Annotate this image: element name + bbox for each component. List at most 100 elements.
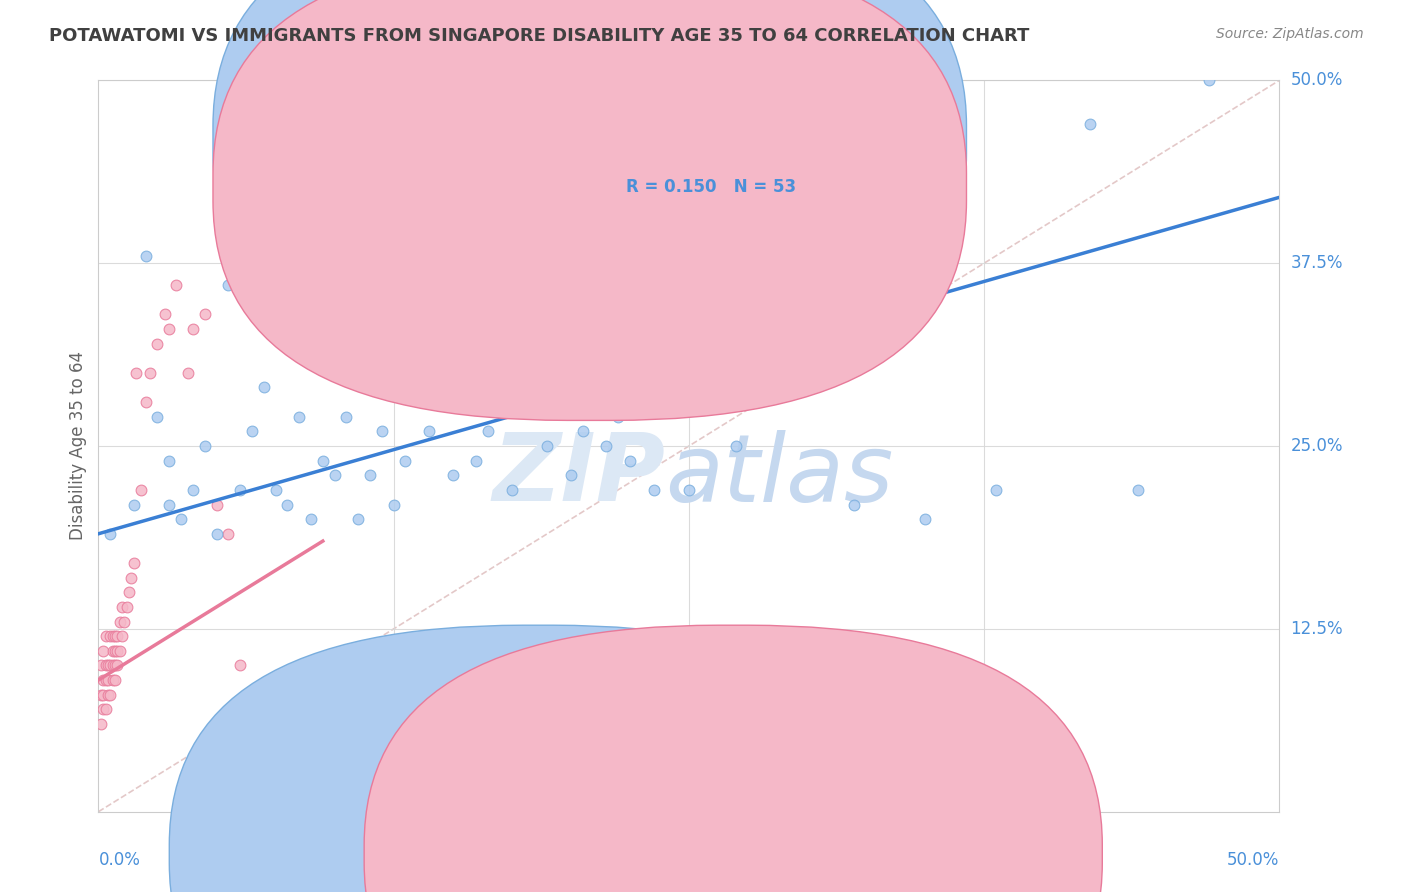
- FancyBboxPatch shape: [364, 625, 1102, 892]
- Point: [129, 483, 152, 497]
- Point: [118, 585, 141, 599]
- Point: [94, 702, 117, 716]
- Text: ZIP: ZIP: [492, 429, 665, 521]
- Text: 12.5%: 12.5%: [1291, 620, 1343, 638]
- Point: [394, 453, 416, 467]
- Point: [98, 658, 121, 673]
- Point: [229, 483, 252, 497]
- Text: POTAWATOMI VS IMMIGRANTS FROM SINGAPORE DISABILITY AGE 35 TO 64 CORRELATION CHAR: POTAWATOMI VS IMMIGRANTS FROM SINGAPORE …: [49, 27, 1029, 45]
- Point: [643, 483, 665, 497]
- Point: [101, 658, 124, 673]
- Point: [560, 468, 582, 483]
- Point: [299, 512, 322, 526]
- Point: [94, 629, 117, 643]
- Point: [536, 439, 558, 453]
- Text: R = 0.419   N = 48: R = 0.419 N = 48: [626, 130, 797, 149]
- Text: 25.0%: 25.0%: [1291, 437, 1343, 455]
- Text: 0.0%: 0.0%: [98, 851, 141, 869]
- Point: [165, 278, 187, 293]
- Point: [97, 688, 120, 702]
- Point: [111, 629, 134, 643]
- Point: [299, 688, 322, 702]
- Point: [170, 512, 193, 526]
- Point: [288, 409, 311, 424]
- Point: [135, 395, 157, 409]
- Point: [101, 629, 124, 643]
- Point: [312, 453, 335, 467]
- Point: [157, 453, 180, 467]
- Point: [94, 658, 117, 673]
- Point: [371, 425, 394, 439]
- Y-axis label: Disability Age 35 to 64: Disability Age 35 to 64: [69, 351, 87, 541]
- Point: [217, 278, 239, 293]
- Point: [619, 453, 641, 467]
- Point: [115, 599, 138, 614]
- Point: [101, 644, 124, 658]
- Point: [98, 688, 121, 702]
- FancyBboxPatch shape: [547, 110, 890, 234]
- Point: [139, 366, 162, 380]
- Point: [104, 673, 127, 687]
- Point: [157, 498, 180, 512]
- Point: [104, 629, 127, 643]
- Point: [335, 409, 357, 424]
- Point: [264, 673, 287, 687]
- Point: [111, 599, 134, 614]
- Point: [194, 439, 217, 453]
- Point: [177, 366, 200, 380]
- Point: [276, 498, 298, 512]
- Point: [121, 571, 143, 585]
- Point: [441, 468, 464, 483]
- Point: [181, 483, 204, 497]
- Text: 50.0%: 50.0%: [1227, 851, 1279, 869]
- Point: [418, 425, 440, 439]
- FancyBboxPatch shape: [212, 0, 966, 373]
- Point: [347, 512, 370, 526]
- Point: [181, 322, 204, 336]
- Point: [430, 366, 453, 380]
- Point: [108, 644, 131, 658]
- Point: [91, 688, 114, 702]
- Point: [229, 658, 252, 673]
- Point: [1080, 117, 1102, 131]
- Point: [748, 176, 770, 190]
- Point: [98, 629, 121, 643]
- Point: [844, 498, 866, 512]
- Point: [477, 425, 499, 439]
- Point: [104, 658, 127, 673]
- Point: [382, 498, 405, 512]
- Text: R = 0.150   N = 53: R = 0.150 N = 53: [626, 178, 796, 196]
- Text: 50.0%: 50.0%: [1291, 71, 1343, 89]
- Point: [105, 658, 128, 673]
- Point: [253, 380, 276, 394]
- FancyBboxPatch shape: [169, 625, 907, 892]
- Point: [914, 512, 936, 526]
- Point: [240, 425, 263, 439]
- Text: 37.5%: 37.5%: [1291, 254, 1343, 272]
- Point: [194, 307, 217, 321]
- Point: [1126, 483, 1149, 497]
- Point: [725, 439, 748, 453]
- Point: [465, 453, 488, 467]
- Point: [91, 673, 114, 687]
- Text: atlas: atlas: [665, 430, 894, 521]
- Point: [97, 658, 120, 673]
- Point: [101, 673, 124, 687]
- Point: [217, 526, 239, 541]
- Point: [105, 629, 128, 643]
- Point: [323, 468, 346, 483]
- Point: [571, 425, 593, 439]
- Point: [153, 307, 176, 321]
- Point: [122, 498, 145, 512]
- Point: [146, 336, 169, 351]
- Point: [125, 366, 148, 380]
- Point: [94, 673, 117, 687]
- Point: [595, 439, 617, 453]
- Point: [122, 556, 145, 570]
- Point: [678, 483, 700, 497]
- Text: Immigrants from Singapore: Immigrants from Singapore: [756, 845, 984, 863]
- Point: [359, 468, 381, 483]
- Point: [264, 483, 287, 497]
- Point: [90, 717, 112, 731]
- Point: [157, 322, 180, 336]
